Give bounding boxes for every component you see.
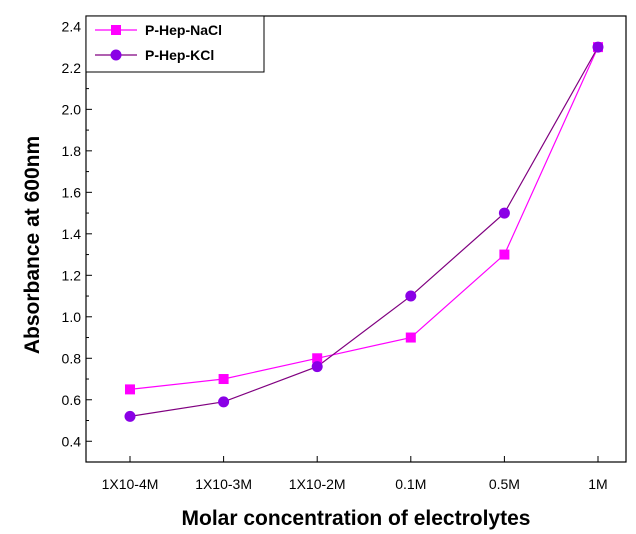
data-point-square xyxy=(312,353,323,364)
y-tick-label: 1.4 xyxy=(62,226,82,242)
y-tick-label: 0.6 xyxy=(62,392,82,408)
data-point-circle xyxy=(498,207,510,219)
y-tick-label: 1.2 xyxy=(62,267,82,283)
series-line-1 xyxy=(129,46,599,417)
series-layer xyxy=(124,41,604,422)
legend-marker-nacl xyxy=(111,25,121,35)
data-point-square xyxy=(405,332,416,343)
y-tick-label: 2.0 xyxy=(62,101,82,117)
data-point-circle xyxy=(592,41,604,53)
y-tick-label: 2.4 xyxy=(62,18,82,34)
legend-label-nacl: P-Hep-NaCl xyxy=(145,22,222,38)
y-axis-title: Absorbance at 600nm xyxy=(21,136,44,354)
x-tick-label: 1X10-4M xyxy=(102,476,159,492)
y-tick-label: 0.8 xyxy=(62,350,82,366)
y-tick-label: 1.0 xyxy=(62,309,82,325)
x-tick-label: 0.1M xyxy=(395,476,426,492)
legend-label-kcl: P-Hep-KCl xyxy=(145,47,214,63)
data-point-circle xyxy=(218,396,230,408)
data-point-square xyxy=(218,374,229,385)
legend-marker-kcl xyxy=(110,49,122,61)
x-tick-label: 1M xyxy=(588,476,607,492)
x-tick-label: 1X10-3M xyxy=(195,476,252,492)
y-tick-label: 1.8 xyxy=(62,143,82,159)
data-point-square xyxy=(499,249,510,260)
legend: P-Hep-NaCl P-Hep-KCl xyxy=(85,15,265,73)
data-point-circle xyxy=(124,410,136,422)
y-tick-label: 1.6 xyxy=(62,184,82,200)
data-point-square xyxy=(125,384,135,395)
x-axis-title: Molar concentration of electrolytes xyxy=(182,507,531,530)
y-axis: 0.4 0.6 0.8 1.0 1.2 1.4 1.6 1.8 2.0 2.2 2.4 xyxy=(62,18,92,449)
data-point-circle xyxy=(311,361,323,373)
x-tick-label: 1X10-2M xyxy=(289,476,346,492)
series-line-0 xyxy=(129,46,599,390)
y-tick-label: 2.2 xyxy=(62,60,82,76)
plot-frame xyxy=(85,15,627,463)
x-tick-label: 0.5M xyxy=(489,476,520,492)
x-axis: 1X10-4M 1X10-3M 1X10-2M 0.1M 0.5M 1M xyxy=(102,456,608,492)
data-point-circle xyxy=(405,290,417,302)
y-tick-label: 0.4 xyxy=(62,433,82,449)
